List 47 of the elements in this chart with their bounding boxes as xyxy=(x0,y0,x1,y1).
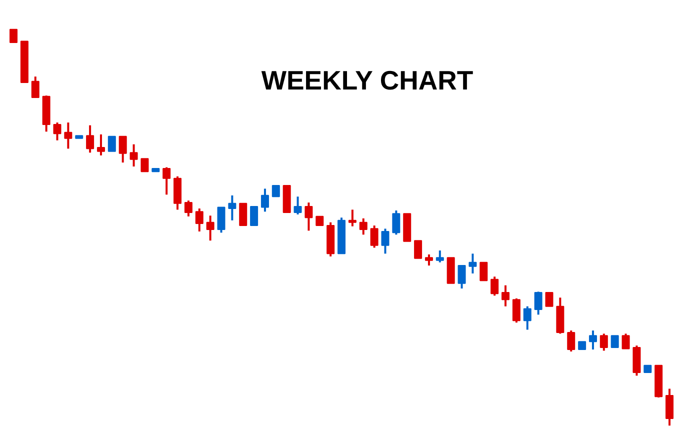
candlestick xyxy=(260,188,269,213)
candlestick xyxy=(622,332,630,350)
candlestick xyxy=(294,196,302,216)
text: WEEKLY CHART xyxy=(261,66,474,96)
candlestick xyxy=(31,76,40,99)
candlestick xyxy=(108,136,116,152)
candlestick xyxy=(610,335,619,348)
candlestick xyxy=(228,194,236,222)
candlestick xyxy=(217,206,226,234)
candlestick xyxy=(140,158,149,172)
candlestick xyxy=(250,206,258,226)
candlestick xyxy=(480,262,488,282)
candlestick xyxy=(206,214,214,242)
candlestick xyxy=(600,332,608,352)
candlestick xyxy=(10,28,18,43)
candlestick xyxy=(162,166,171,196)
candlestick xyxy=(195,207,204,232)
candlestick xyxy=(86,124,94,154)
candlestick xyxy=(523,305,532,331)
candlestick xyxy=(96,133,105,156)
candlestick xyxy=(424,253,433,267)
candlestick xyxy=(666,388,674,427)
candlestick xyxy=(512,297,520,324)
candlestick xyxy=(588,330,597,351)
candlestick xyxy=(370,224,378,249)
candlestick xyxy=(468,252,477,274)
candlestick xyxy=(436,249,444,264)
candlestick xyxy=(534,290,542,316)
candlestick xyxy=(458,264,466,290)
candlestick xyxy=(53,122,62,142)
candlestick xyxy=(239,202,248,226)
candlestick xyxy=(502,284,510,308)
candlestick xyxy=(490,276,499,297)
candlestick xyxy=(414,240,422,259)
candlestick xyxy=(567,330,576,352)
candlestick xyxy=(272,185,280,198)
candlestick xyxy=(381,228,390,255)
candlestick xyxy=(130,143,138,168)
candlestick xyxy=(316,216,324,226)
candlestick xyxy=(545,292,554,307)
candlestick xyxy=(64,122,72,150)
candlestick xyxy=(359,217,368,236)
candlestick xyxy=(118,135,127,164)
candlestick xyxy=(184,200,192,218)
candlestick xyxy=(348,208,356,228)
candlestick xyxy=(392,209,400,236)
candlestick xyxy=(304,202,313,232)
